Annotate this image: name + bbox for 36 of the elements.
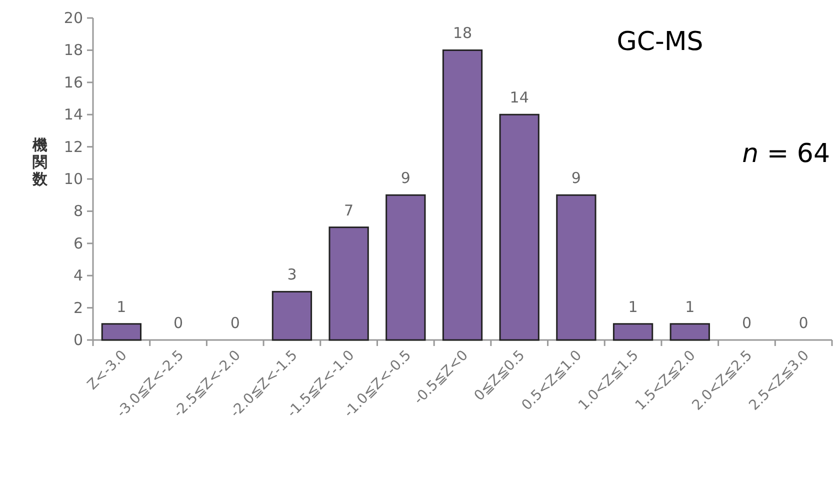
y-tick-label: 16 — [64, 73, 83, 92]
data-label: 1 — [628, 298, 638, 316]
annotation: n = 64 — [742, 139, 830, 169]
y-tick-label: 10 — [64, 170, 83, 188]
data-label: 0 — [742, 314, 752, 332]
chart-title: GC-MS — [616, 27, 704, 57]
bar — [442, 49, 483, 341]
data-label: 1 — [685, 298, 695, 316]
y-tick-label: 12 — [64, 138, 83, 156]
data-label: 1 — [116, 298, 126, 316]
y-tick-label: 14 — [64, 106, 83, 124]
y-tick-label: 2 — [73, 298, 83, 317]
bar — [272, 290, 312, 341]
bar — [556, 194, 596, 341]
y-tick-label: 6 — [73, 234, 83, 252]
y-tick-label: 8 — [73, 202, 83, 220]
bar — [328, 226, 369, 341]
data-label: 9 — [400, 169, 410, 188]
data-label: 9 — [571, 169, 581, 188]
data-label: 7 — [344, 201, 354, 220]
data-label: 0 — [230, 314, 240, 332]
y-tick-label: 4 — [73, 266, 83, 285]
bar — [386, 194, 426, 341]
data-label: 18 — [452, 24, 472, 42]
y-tick-label: 0 — [73, 331, 83, 349]
data-label: 14 — [510, 88, 529, 107]
data-label: 0 — [173, 314, 184, 332]
data-label: 0 — [798, 314, 808, 332]
y-tick-label: 20 — [64, 9, 83, 27]
y-axis-title: 機関数 — [32, 136, 48, 188]
bar — [101, 323, 142, 341]
bar — [612, 323, 654, 341]
data-label: 3 — [287, 266, 297, 284]
y-tick-label: 18 — [64, 41, 83, 60]
bar — [670, 323, 710, 341]
bar — [499, 114, 540, 341]
